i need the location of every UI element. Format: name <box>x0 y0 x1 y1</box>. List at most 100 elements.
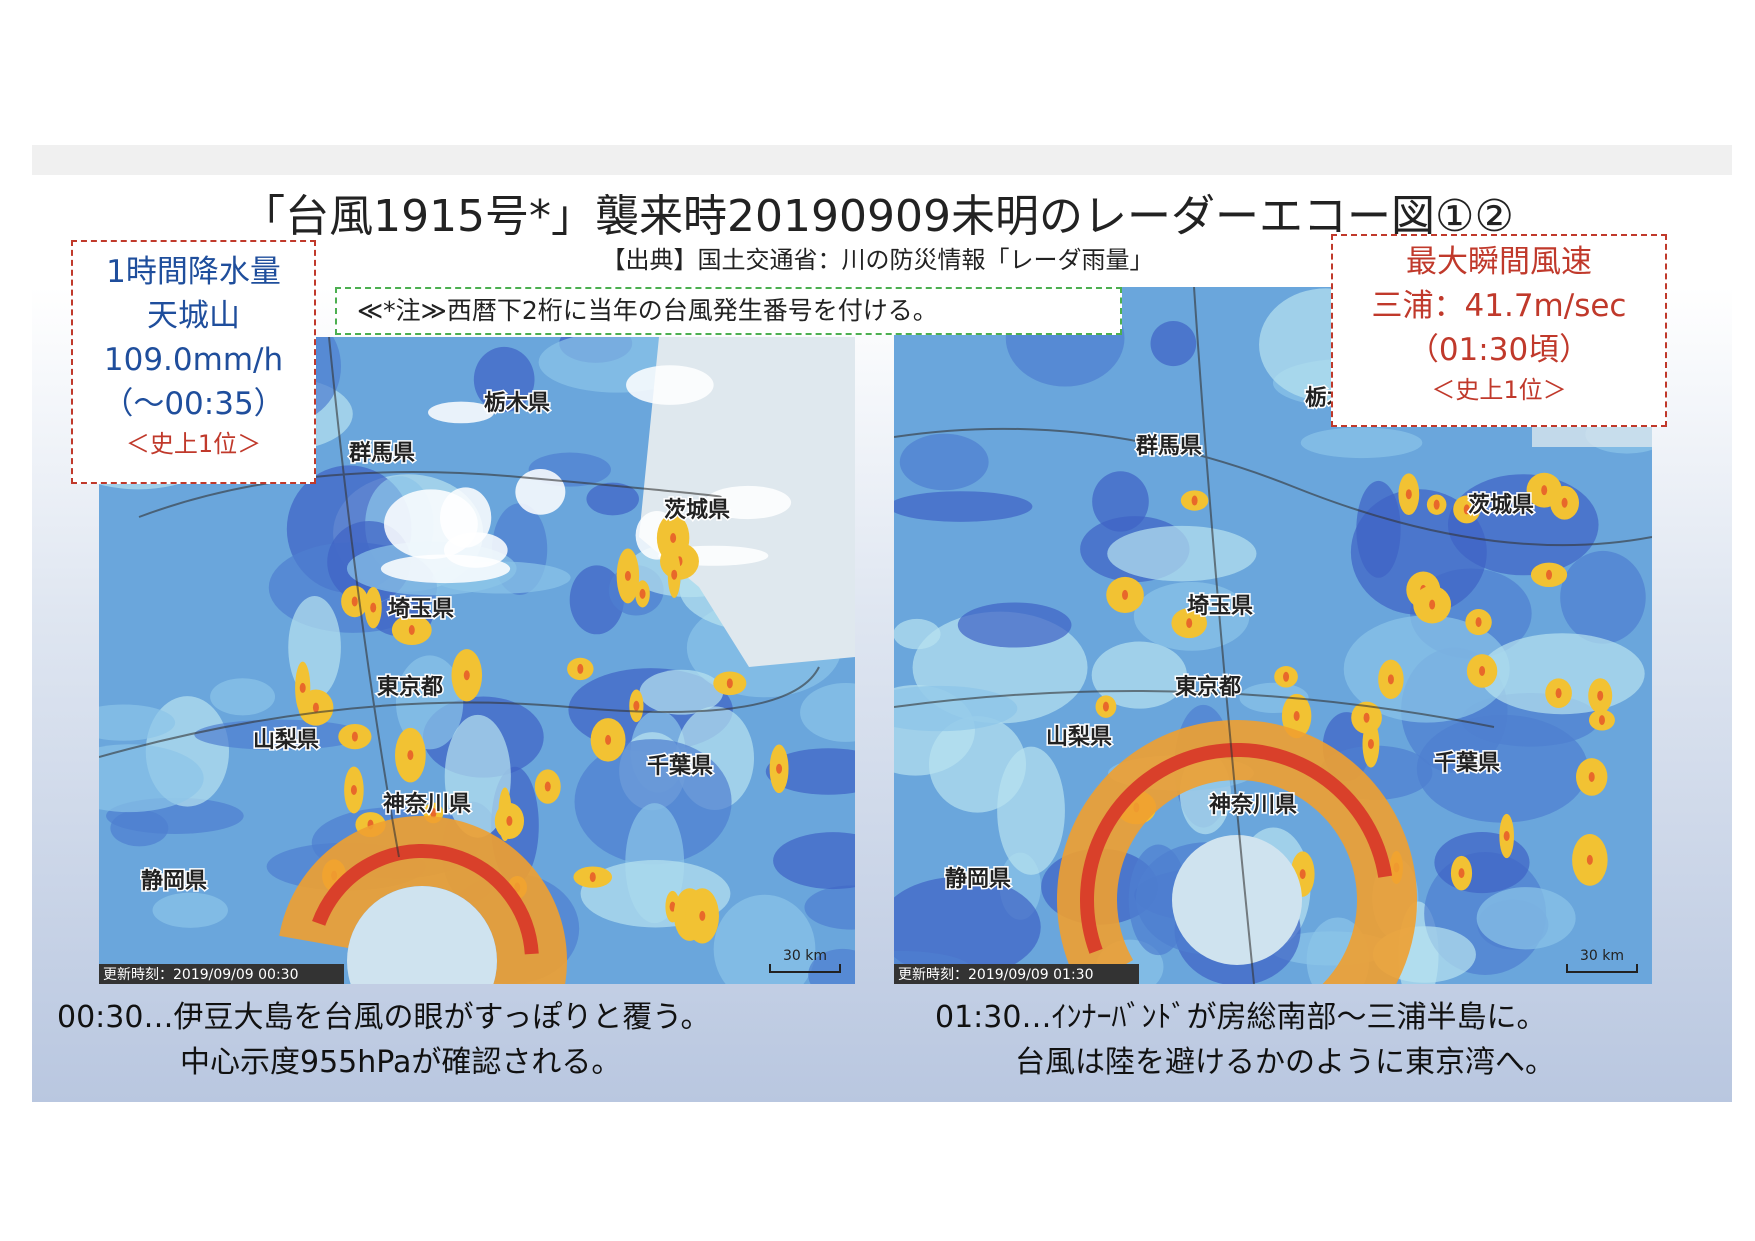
rain-patch <box>574 739 732 865</box>
heavy-core <box>1546 569 1553 580</box>
heavy-core <box>1293 711 1300 722</box>
rain-patch <box>1560 550 1646 644</box>
heavy-core <box>669 901 676 912</box>
heavy-core <box>699 910 706 921</box>
rain-patch <box>765 748 855 795</box>
timestamp-bg <box>894 964 1139 984</box>
heavy-core <box>1186 618 1193 629</box>
typhoon-eye <box>347 886 497 984</box>
rain-patch <box>713 894 816 984</box>
title: 「台風1915号*」襲来時20190909未明のレーダーエコー図①② <box>241 191 1514 242</box>
heavy-core <box>1597 690 1604 701</box>
heavy-core <box>1433 499 1440 510</box>
heavy-core <box>408 624 415 635</box>
typhoon-eye <box>1172 835 1302 965</box>
rain-patch <box>957 602 1072 648</box>
box-line: 三浦：41.7m/sec <box>1371 288 1627 324</box>
rain-patch <box>586 482 639 516</box>
rain-patch <box>808 948 855 984</box>
heavy-core <box>1555 688 1562 699</box>
rain-patch <box>894 491 1033 522</box>
rain-patch <box>1447 474 1599 576</box>
prefecture-label: 東京都 <box>1175 674 1241 700</box>
top-band <box>32 145 1732 175</box>
border-lines <box>894 287 1652 984</box>
caption: 00:30…伊豆大島を台風の眼がすっぽりと覆う。 <box>57 1000 711 1035</box>
caption: 台風は陸を避けるかのように東京湾へ。 <box>1015 1045 1555 1080</box>
heavy-core <box>1283 671 1290 682</box>
border-lines <box>99 337 820 858</box>
heavy-core <box>1363 712 1370 723</box>
heavy-core <box>1405 489 1412 500</box>
rain-patch <box>99 744 204 813</box>
rain-patch <box>110 809 169 847</box>
rain-patch <box>99 704 176 741</box>
heavy-core <box>624 570 631 581</box>
scale-label: 30 km <box>783 948 827 964</box>
prefecture-label: 山梨県 <box>253 728 319 753</box>
heavy-core <box>1299 869 1306 880</box>
heavy-core <box>1503 830 1510 841</box>
heavy-core <box>670 533 677 544</box>
rain-patch <box>773 832 855 890</box>
prefecture-label: 茨城県 <box>664 497 730 523</box>
typhoon-core-band <box>305 844 539 984</box>
clear-patch <box>704 485 792 520</box>
caption: 中心示度955hPaが確認される。 <box>180 1045 622 1080</box>
heavy-core <box>1588 771 1595 782</box>
rain-patch <box>1150 321 1197 367</box>
prefecture-label: 千葉県 <box>647 754 713 779</box>
heavy-core <box>589 872 596 883</box>
prefecture-label: 静岡県 <box>141 868 207 894</box>
rain-patch <box>997 746 1065 875</box>
box-line: 最大瞬間風速 <box>1406 244 1592 280</box>
typhoon-core-band <box>1080 743 1394 984</box>
prefecture-label: 埼玉県 <box>388 597 454 622</box>
prefecture-label: 栃木県 <box>484 391 550 416</box>
rain-box: 1時間降水量 天城山 109.0mm/h （～00:35） ＜史上1位＞ <box>71 240 316 484</box>
rain-patch <box>210 678 276 716</box>
heavy-core <box>1586 854 1593 865</box>
rain-patch <box>194 719 364 750</box>
note: ≪*注≫西暦下2桁に当年の台風発生番号を付ける。 <box>335 287 1122 335</box>
scale-bar <box>1566 964 1638 973</box>
prefecture-label: 静岡県 <box>945 866 1011 892</box>
heavy-core <box>506 815 513 826</box>
rain-patch <box>800 682 855 742</box>
rain-patch <box>894 876 1041 978</box>
prefecture-label: 千葉県 <box>1434 751 1500 776</box>
prefecture-label: 東京都 <box>377 674 443 700</box>
box-line: （01:30頃） <box>1407 332 1591 368</box>
rain-patch <box>804 885 855 930</box>
prefecture-label: 埼玉県 <box>1187 594 1253 619</box>
heavy-core <box>1463 504 1470 515</box>
heavy-core <box>350 784 357 795</box>
heavy-core <box>544 781 551 792</box>
scale-label: 30 km <box>1580 948 1624 964</box>
heavy-core <box>726 678 733 689</box>
box-line: 天城山 <box>147 298 240 334</box>
heavy-core <box>1429 599 1436 610</box>
heavy-core <box>1102 701 1109 712</box>
rain-patch <box>639 669 724 715</box>
heavy-core <box>1122 589 1129 600</box>
prefecture-label: 神奈川県 <box>1209 792 1297 818</box>
clear-patch <box>443 532 508 568</box>
box-line: 1時間降水量 <box>106 254 281 290</box>
heavy-core <box>1475 617 1482 628</box>
heavy-core <box>312 702 319 713</box>
heavy-core <box>1479 665 1486 676</box>
box-line: 109.0mm/h <box>103 342 284 378</box>
rain-patch <box>1107 525 1257 582</box>
heavy-core <box>407 750 414 761</box>
heavy-core <box>370 602 377 613</box>
wind-box: 最大瞬間風速 三浦：41.7m/sec （01:30頃） ＜史上1位＞ <box>1331 234 1667 427</box>
scale-bar <box>769 964 841 973</box>
prefecture-label: 茨城県 <box>1468 492 1534 518</box>
heavy-core <box>1561 497 1568 508</box>
heavy-core <box>577 663 584 674</box>
clear-patch <box>626 365 714 405</box>
heavy-core <box>776 763 783 774</box>
heavy-core <box>351 731 358 742</box>
